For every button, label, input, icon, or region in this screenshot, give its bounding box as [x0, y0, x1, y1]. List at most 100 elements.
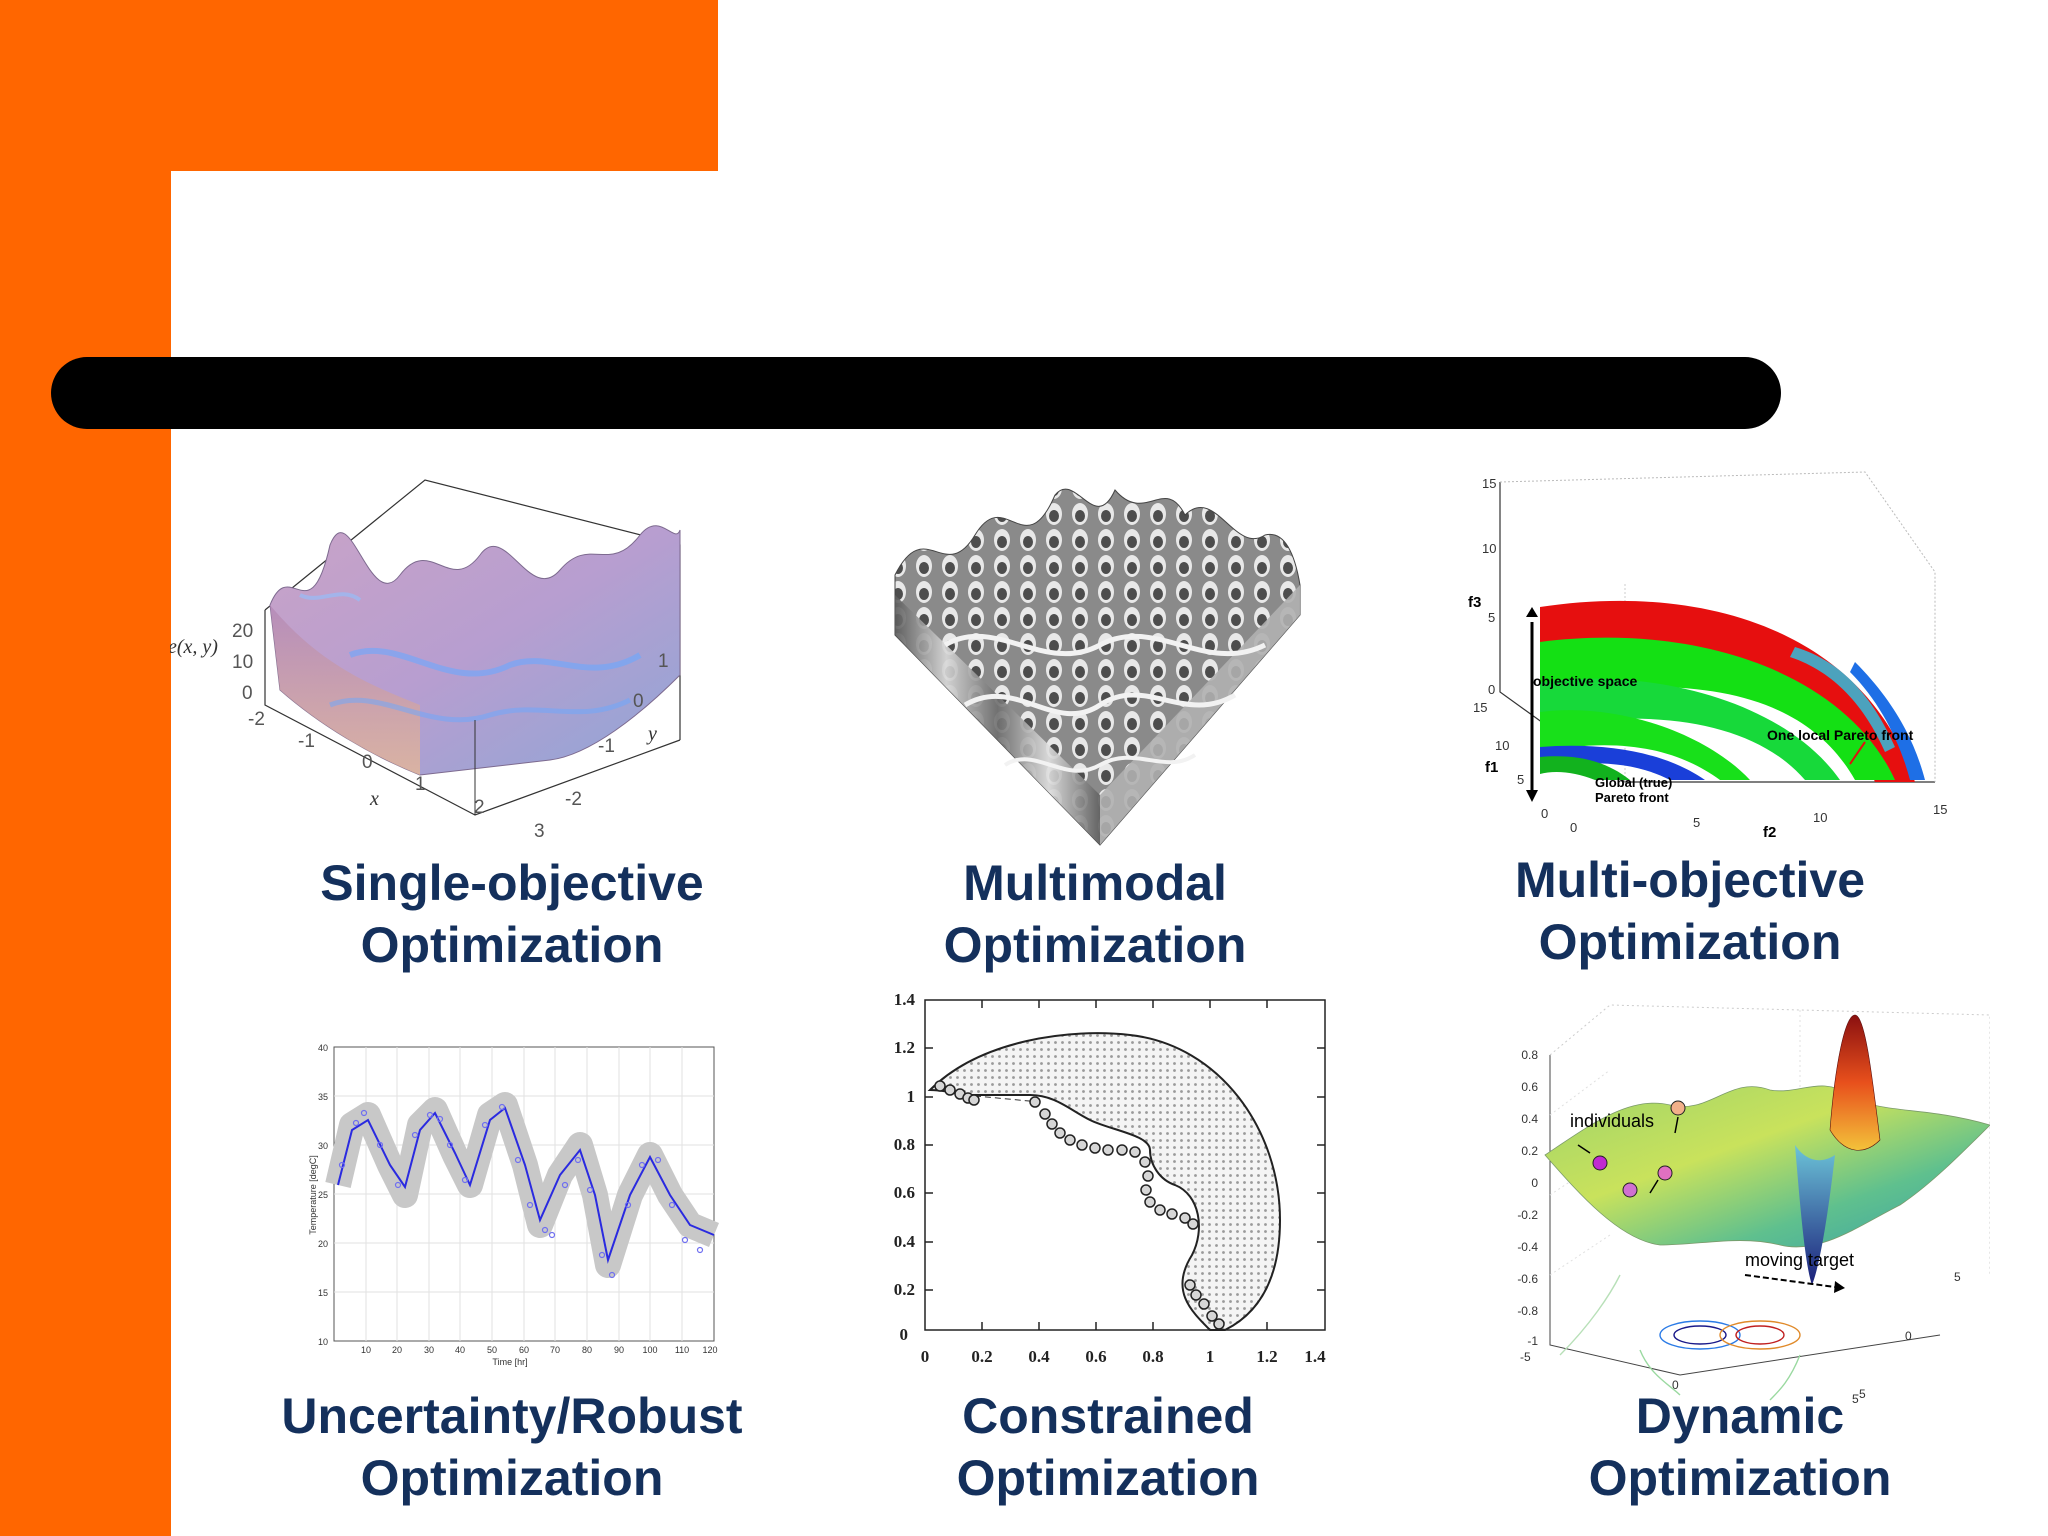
x-tick: 0	[1570, 820, 1577, 835]
caption-line: Single-objective	[320, 855, 704, 911]
multi-objective-figure: objective space One local Pareto front G…	[1455, 462, 1975, 852]
caption-line: Uncertainty/Robust	[281, 1388, 743, 1444]
robust-figure: 40 35 30 25 20 15 10 10 20 30 40 50 60 7…	[290, 1035, 730, 1370]
multimodal-figure	[885, 475, 1305, 855]
y-tick: -5	[1855, 1387, 1866, 1401]
title-bar	[51, 357, 1781, 429]
annotation: Pareto front	[1595, 790, 1669, 805]
x-tick: -1	[298, 731, 315, 752]
x-axis-label: x	[369, 788, 379, 810]
y-axis-label: f1	[1485, 759, 1498, 776]
y-tick: 0	[633, 691, 644, 712]
y-tick: -1	[598, 736, 615, 757]
x-tick: 3	[534, 821, 545, 842]
annotation: objective space	[1533, 673, 1637, 689]
caption-multi-objective: Multi-objective Optimization	[1440, 849, 1940, 973]
orange-accent-left	[0, 0, 171, 1536]
caption-line: Optimization	[1588, 1450, 1892, 1506]
caption-dynamic: Dynamic Optimization	[1490, 1385, 1990, 1509]
z-axis-label: e(x, y)	[170, 636, 218, 658]
y-tick: 20	[318, 1239, 328, 1249]
caption-uncertainty-robust: Uncertainty/Robust Optimization	[262, 1385, 762, 1509]
x-tick: 50	[487, 1345, 497, 1355]
x-tick: 1	[415, 774, 426, 795]
x-tick: 120	[702, 1345, 717, 1355]
caption-line: Optimization	[956, 1450, 1260, 1506]
caption-constrained: Constrained Optimization	[858, 1385, 1358, 1509]
z-tick: 0	[242, 683, 253, 704]
x-tick: 10	[1813, 810, 1827, 825]
x-tick: 0.8	[1142, 1347, 1163, 1366]
x-tick: 100	[642, 1345, 657, 1355]
caption-multimodal: Multimodal Optimization	[845, 852, 1345, 976]
z-axis-label: f3	[1468, 594, 1481, 611]
x-tick: 0.4	[1028, 1347, 1050, 1366]
x-tick: 80	[582, 1345, 592, 1355]
caption-line: Dynamic	[1635, 1388, 1845, 1444]
annotation: moving target	[1745, 1250, 1854, 1270]
z-tick: -0.2	[1517, 1208, 1538, 1222]
x-tick: 30	[424, 1345, 434, 1355]
caption-line: Optimization	[943, 917, 1247, 973]
y-tick: 15	[318, 1288, 328, 1298]
x-tick: 2	[474, 797, 485, 818]
caption-line: Optimization	[360, 1450, 664, 1506]
y-tick: 0.4	[894, 1232, 916, 1251]
y-tick: 1.4	[894, 990, 916, 1009]
caption-line: Multi-objective	[1514, 852, 1866, 908]
x-tick: 20	[392, 1345, 402, 1355]
x-tick: 1.2	[1256, 1347, 1277, 1366]
x-tick: 0	[1672, 1378, 1679, 1392]
z-tick: 20	[232, 621, 253, 642]
x-axis-label: Time [hr]	[492, 1357, 527, 1367]
caption-line: Constrained	[962, 1388, 1254, 1444]
y-tick: 25	[318, 1190, 328, 1200]
x-tick: 60	[519, 1345, 529, 1355]
z-tick: -1	[1527, 1334, 1538, 1348]
x-tick: 1.4	[1304, 1347, 1326, 1366]
z-tick: -0.8	[1517, 1304, 1538, 1318]
y-tick: 1.2	[894, 1038, 915, 1057]
caption-line: Multimodal	[963, 855, 1227, 911]
z-tick: 10	[1482, 541, 1496, 556]
x-tick: 90	[614, 1345, 624, 1355]
x-tick: 0.2	[971, 1347, 992, 1366]
caption-line: Optimization	[1538, 914, 1842, 970]
y-tick: 5	[1954, 1270, 1961, 1284]
x-tick: 5	[1693, 815, 1700, 830]
y-axis-label: Temperature [degC]	[308, 1155, 318, 1235]
y-tick: 1	[658, 651, 669, 672]
z-tick: 0.2	[1521, 1144, 1538, 1158]
y-axis-label: y	[646, 723, 657, 745]
x-tick: 110	[675, 1345, 689, 1355]
x-tick: 15	[1933, 802, 1947, 817]
x-tick: 0	[362, 752, 373, 773]
y-tick: 10	[1495, 738, 1509, 753]
z-tick: 0.4	[1521, 1112, 1538, 1126]
z-tick: 0	[1531, 1176, 1538, 1190]
x-tick: 10	[361, 1345, 371, 1355]
constrained-figure: 1.4 1.2 1 0.8 0.6 0.4 0.2 0 0 0.2 0.4 0.…	[870, 990, 1350, 1380]
z-tick: -0.6	[1517, 1272, 1538, 1286]
z-tick: 15	[1482, 476, 1496, 491]
x-tick: -2	[248, 709, 265, 730]
z-tick: 0	[1488, 682, 1495, 697]
x-tick: 0.6	[1085, 1347, 1106, 1366]
annotation: Global (true)	[1595, 775, 1672, 790]
dynamic-figure: individuals moving target 0.8 0.6 0.4 0.…	[1500, 995, 1990, 1410]
y-tick: 40	[318, 1043, 328, 1053]
y-tick: 0	[1905, 1329, 1912, 1343]
x-axis-label: f2	[1763, 824, 1776, 841]
x-tick: 40	[455, 1345, 465, 1355]
y-tick: 0.2	[894, 1280, 915, 1299]
caption-single-objective: Single-objective Optimization	[262, 852, 762, 976]
annotation: One local Pareto front	[1767, 727, 1914, 743]
x-tick: 5	[1852, 1392, 1859, 1406]
x-tick: 0	[921, 1347, 930, 1366]
y-tick: 35	[318, 1092, 328, 1102]
y-tick: 0	[1541, 806, 1548, 821]
y-tick: 0.6	[894, 1183, 915, 1202]
z-tick: 5	[1488, 610, 1495, 625]
y-tick: 30	[318, 1141, 328, 1151]
y-tick: 10	[318, 1337, 328, 1347]
